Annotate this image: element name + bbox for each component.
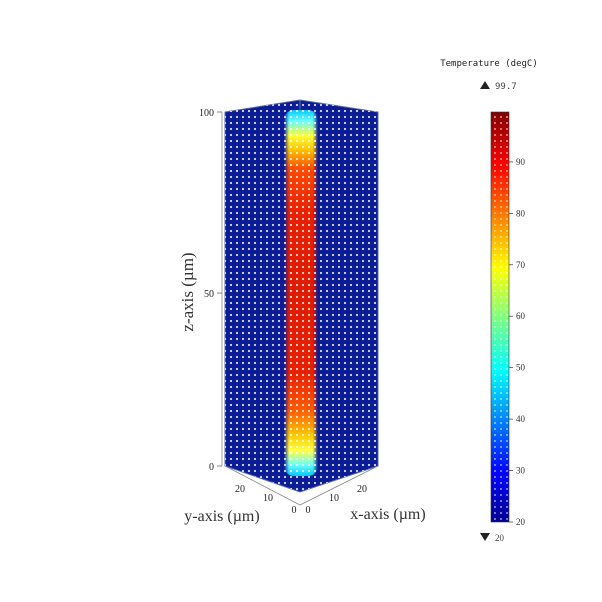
min-marker-triangle-icon xyxy=(480,533,490,541)
z-tick-label-50: 50 xyxy=(204,289,214,300)
colorbar-min-label: 20 xyxy=(495,533,505,543)
x-tick-label-0: 0 xyxy=(306,505,311,516)
z-axis: 100 50 0 z-axis (µm) xyxy=(178,108,223,473)
colorbar: Temperature (degC) 99.7 20 30 40 50 60 70 80 90… xyxy=(440,59,538,543)
column-body xyxy=(224,99,379,493)
colorbar-title: Temperature (degC) xyxy=(440,59,538,69)
z-axis-label: z-axis (µm) xyxy=(178,252,197,331)
z-tick-label-0: 0 xyxy=(209,462,214,473)
colorbar-ticks: 20 30 40 50 60 70 80 90 xyxy=(509,157,526,527)
colorbar-tick-label: 90 xyxy=(516,157,526,167)
z-tick-label-100: 100 xyxy=(199,108,214,119)
colorbar-tick-label: 80 xyxy=(516,208,526,218)
y-tick-label-0: 0 xyxy=(292,505,297,516)
mesh-dots xyxy=(225,100,378,492)
colorbar-tick-label: 20 xyxy=(516,517,526,527)
colorbar-tick-label: 40 xyxy=(516,414,526,424)
y-tick-label-20: 20 xyxy=(235,484,245,495)
base-axes: 20 10 0 0 10 20 y-axis (µm) x-axis (µm) xyxy=(184,465,426,525)
colorbar-tick-label: 60 xyxy=(516,311,526,321)
y-axis-label: y-axis (µm) xyxy=(184,508,259,525)
x-axis-label: x-axis (µm) xyxy=(350,506,425,523)
max-marker-triangle-icon xyxy=(480,81,490,89)
colorbar-tick-label: 50 xyxy=(516,363,526,373)
colorbar-max-label: 99.7 xyxy=(495,82,517,92)
x-tick-label-20: 20 xyxy=(357,484,367,495)
x-tick-label-10: 10 xyxy=(329,493,339,504)
colorbar-tick-label: 70 xyxy=(516,260,526,270)
y-tick-label-10: 10 xyxy=(263,493,273,504)
colorbar-tick-label: 30 xyxy=(516,466,526,476)
